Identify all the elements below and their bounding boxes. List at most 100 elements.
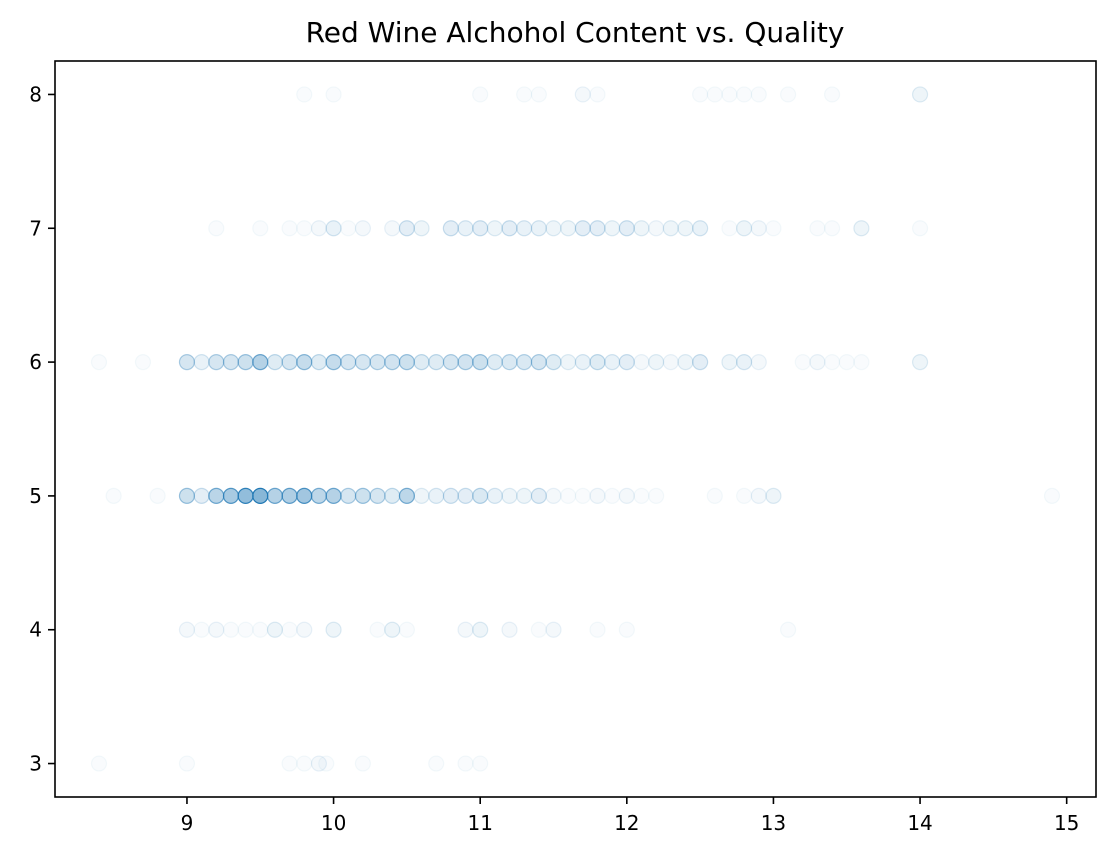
data-point bbox=[648, 353, 665, 371]
data-point bbox=[325, 621, 342, 638]
chart-title: Red Wine Alchohol Content vs. Quality bbox=[306, 16, 845, 49]
data-point bbox=[750, 86, 767, 103]
data-point bbox=[501, 353, 518, 371]
data-point bbox=[838, 353, 855, 371]
data-point bbox=[545, 621, 562, 638]
data-point bbox=[457, 487, 474, 505]
data-point bbox=[823, 86, 841, 103]
data-point bbox=[90, 755, 108, 772]
data-point bbox=[149, 487, 166, 505]
data-point bbox=[823, 220, 841, 237]
data-point bbox=[369, 621, 386, 638]
data-point bbox=[618, 487, 635, 505]
data-point bbox=[457, 220, 474, 237]
axes: 9 10 11 12 13 14 15 3 4 5 6 7 8 bbox=[29, 60, 1097, 835]
data-point bbox=[208, 353, 225, 371]
data-point bbox=[208, 487, 225, 505]
data-point bbox=[384, 487, 401, 505]
data-point bbox=[310, 487, 328, 505]
data-point bbox=[911, 353, 929, 371]
data-point bbox=[178, 755, 196, 772]
data-point bbox=[428, 755, 445, 772]
data-point bbox=[281, 220, 298, 237]
data-point bbox=[574, 353, 591, 371]
data-point bbox=[222, 621, 240, 638]
data-point bbox=[633, 220, 650, 237]
data-point bbox=[266, 353, 284, 371]
data-point bbox=[648, 487, 665, 505]
data-point bbox=[692, 86, 709, 103]
data-point bbox=[413, 487, 430, 505]
data-point bbox=[354, 755, 371, 772]
data-point bbox=[516, 220, 533, 237]
data-point bbox=[237, 487, 254, 505]
data-point bbox=[589, 220, 606, 237]
data-point bbox=[472, 755, 489, 772]
data-point bbox=[574, 487, 591, 505]
data-point bbox=[530, 220, 547, 237]
x-tick-label: 13 bbox=[761, 811, 786, 835]
data-point bbox=[222, 353, 240, 371]
data-point bbox=[633, 353, 650, 371]
data-point bbox=[604, 487, 621, 505]
data-point bbox=[692, 353, 709, 371]
data-point bbox=[442, 353, 459, 371]
data-point bbox=[809, 220, 826, 237]
data-point bbox=[266, 487, 284, 505]
data-point bbox=[340, 353, 357, 371]
data-point bbox=[442, 487, 459, 505]
data-point bbox=[340, 487, 357, 505]
data-point bbox=[281, 353, 298, 371]
data-point bbox=[750, 220, 767, 237]
data-point bbox=[574, 86, 591, 103]
x-tick-label: 9 bbox=[181, 811, 194, 835]
x-tick-label: 10 bbox=[321, 811, 346, 835]
data-point bbox=[692, 220, 709, 237]
data-point bbox=[252, 487, 269, 505]
data-point bbox=[296, 487, 313, 505]
data-point bbox=[794, 353, 811, 371]
data-point bbox=[354, 353, 371, 371]
data-point bbox=[501, 220, 518, 237]
data-point bbox=[750, 353, 767, 371]
data-point bbox=[222, 487, 240, 505]
data-point bbox=[530, 621, 547, 638]
data-point bbox=[486, 353, 503, 371]
data-point bbox=[90, 353, 108, 371]
data-point bbox=[589, 86, 606, 103]
data-point bbox=[237, 621, 254, 638]
data-point bbox=[252, 621, 269, 638]
data-point bbox=[545, 353, 562, 371]
y-tick-label: 4 bbox=[29, 618, 42, 642]
data-point bbox=[384, 220, 401, 237]
data-point bbox=[779, 86, 797, 103]
data-point bbox=[266, 621, 284, 638]
data-point bbox=[853, 220, 870, 237]
data-point bbox=[721, 220, 738, 237]
data-point bbox=[281, 487, 298, 505]
data-point bbox=[208, 220, 225, 237]
data-point bbox=[472, 621, 489, 638]
data-point bbox=[911, 220, 929, 237]
data-point bbox=[472, 86, 489, 103]
data-point bbox=[413, 220, 430, 237]
data-point bbox=[560, 487, 577, 505]
data-point bbox=[354, 220, 371, 237]
data-point bbox=[853, 353, 870, 371]
data-point bbox=[384, 353, 401, 371]
data-point bbox=[296, 220, 313, 237]
data-point bbox=[325, 487, 342, 505]
data-point bbox=[281, 755, 298, 772]
data-point bbox=[604, 220, 621, 237]
data-point bbox=[560, 353, 577, 371]
data-point bbox=[296, 621, 313, 638]
data-point bbox=[618, 220, 635, 237]
data-point bbox=[633, 487, 650, 505]
data-point bbox=[105, 487, 122, 505]
data-point bbox=[369, 487, 386, 505]
data-point bbox=[765, 487, 782, 505]
data-point bbox=[398, 220, 415, 237]
data-point bbox=[384, 621, 401, 638]
